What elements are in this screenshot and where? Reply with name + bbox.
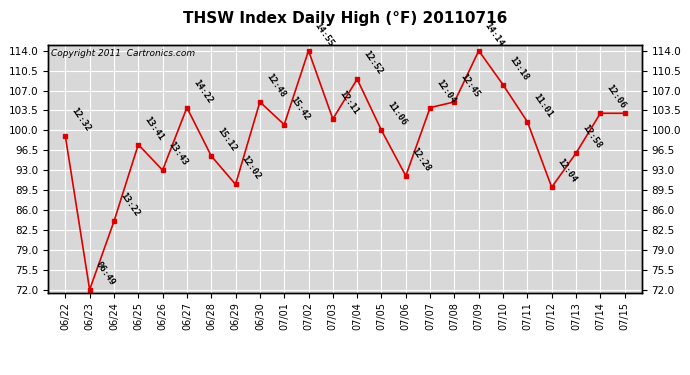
- Text: 12:04: 12:04: [434, 78, 457, 105]
- Text: 13:18: 13:18: [507, 55, 530, 82]
- Text: Copyright 2011  Cartronics.com: Copyright 2011 Cartronics.com: [51, 49, 195, 58]
- Text: 12:58: 12:58: [580, 123, 603, 150]
- Text: 12:45: 12:45: [459, 72, 482, 99]
- Text: 15:42: 15:42: [288, 95, 311, 122]
- Text: 13:41: 13:41: [142, 115, 165, 142]
- Text: 12:04: 12:04: [556, 157, 579, 184]
- Text: 14:55: 14:55: [313, 21, 335, 48]
- Text: 12:32: 12:32: [70, 106, 92, 133]
- Text: 12:02: 12:02: [239, 154, 262, 182]
- Text: 15:12: 15:12: [215, 126, 238, 153]
- Text: 11:06: 11:06: [386, 100, 408, 128]
- Text: 13:22: 13:22: [118, 191, 141, 219]
- Text: 14:22: 14:22: [191, 78, 214, 105]
- Text: THSW Index Daily High (°F) 20110716: THSW Index Daily High (°F) 20110716: [183, 11, 507, 26]
- Text: 11:01: 11:01: [531, 92, 554, 119]
- Text: 12:48: 12:48: [264, 72, 287, 99]
- Text: 12:11: 12:11: [337, 89, 359, 116]
- Text: 12:28: 12:28: [410, 146, 433, 173]
- Text: 06:49: 06:49: [94, 260, 117, 287]
- Text: 14:14: 14:14: [483, 21, 506, 48]
- Text: 13:43: 13:43: [167, 140, 190, 167]
- Text: 12:52: 12:52: [362, 49, 384, 76]
- Text: 12:06: 12:06: [604, 83, 627, 111]
